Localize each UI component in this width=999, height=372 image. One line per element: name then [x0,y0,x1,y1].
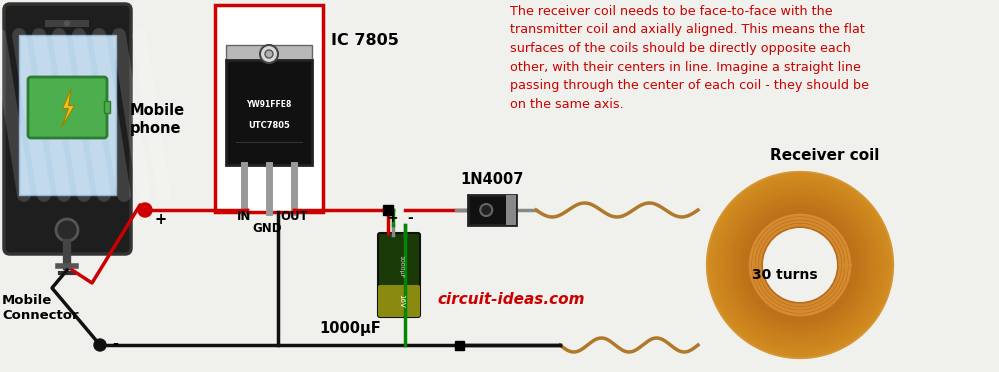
FancyBboxPatch shape [28,77,107,138]
Text: Mobile
Connector: Mobile Connector [2,294,79,322]
Circle shape [260,45,278,63]
Circle shape [64,20,70,26]
Circle shape [94,339,106,351]
Circle shape [56,219,78,241]
Text: OUT: OUT [280,210,308,223]
Bar [45,20,89,27]
Bar [215,5,323,212]
Bar [506,195,516,225]
Text: Receiver coil: Receiver coil [770,148,880,163]
FancyBboxPatch shape [378,233,420,317]
Text: -: - [112,336,118,351]
Circle shape [265,50,273,58]
Circle shape [763,228,837,302]
Bar [104,101,110,113]
Text: 30 turns: 30 turns [752,268,818,282]
Text: YW91FFE8: YW91FFE8 [247,100,292,109]
Bar [468,195,516,225]
Text: -: - [408,211,414,225]
Text: IC 7805: IC 7805 [331,33,399,48]
Text: IN: IN [237,210,251,223]
Text: UTC7805: UTC7805 [248,121,290,129]
Circle shape [138,203,152,217]
Text: 1000μF: 1000μF [319,321,381,336]
Circle shape [481,204,493,216]
Circle shape [706,171,894,359]
Text: 1N4007: 1N4007 [461,172,523,187]
Text: The receiver coil needs to be face-to-face with the
transmitter coil and axially: The receiver coil needs to be face-to-fa… [510,5,869,110]
Text: Mobile
phone: Mobile phone [130,103,185,136]
Polygon shape [62,89,75,128]
Circle shape [764,229,836,301]
Text: 1000µF: 1000µF [399,256,404,279]
FancyBboxPatch shape [378,285,420,317]
Text: +: + [154,212,166,227]
Text: +: + [387,211,399,225]
Bar [226,60,312,165]
FancyBboxPatch shape [4,4,131,254]
Bar [455,341,464,350]
Bar [19,35,116,195]
Text: circuit-ideas.com: circuit-ideas.com [437,292,584,308]
Text: GND: GND [253,222,282,235]
Bar [383,205,393,215]
Bar [226,45,312,63]
Text: 16V: 16V [398,294,404,308]
